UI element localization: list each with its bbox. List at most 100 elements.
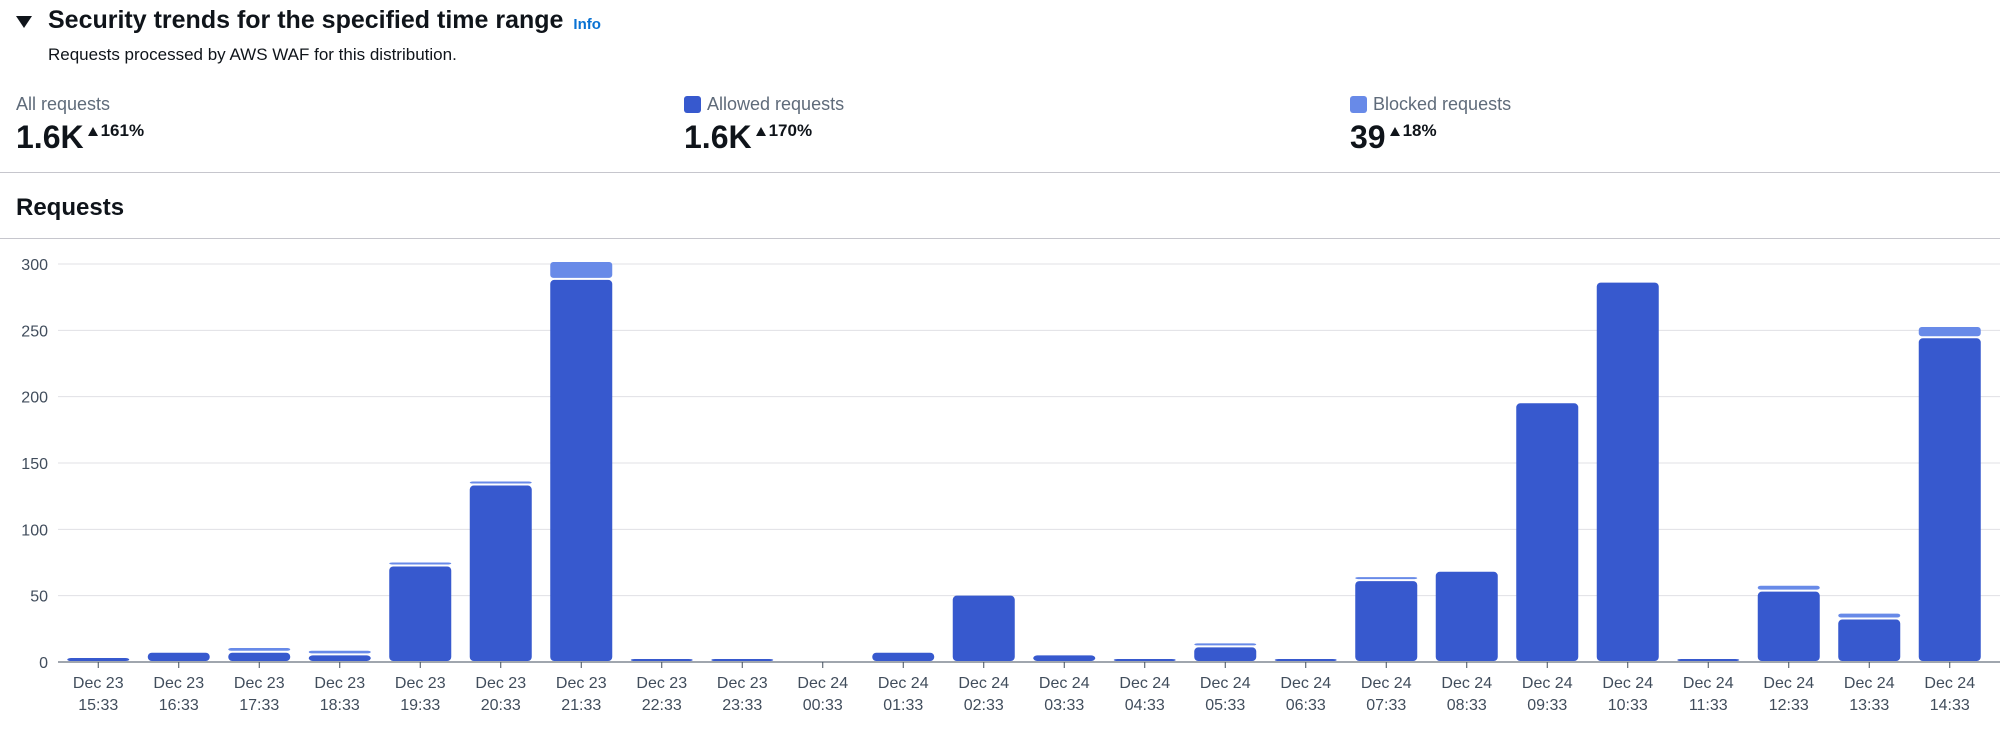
x-tick-label-date: Dec 23 [717,675,768,692]
bar-allowed [1516,403,1579,661]
bar-allowed [1838,619,1901,661]
x-tick-label-date: Dec 23 [636,675,687,692]
x-tick-label-date: Dec 24 [797,675,848,692]
info-link[interactable]: Info [573,16,601,33]
bar-allowed [872,652,935,661]
x-tick-label-date: Dec 24 [1683,675,1734,692]
metric-all-requests: All requests 1.6K 161% [16,94,144,155]
y-tick-label: 300 [21,257,48,274]
metric-delta: 170% [755,121,812,141]
metric-label: All requests [16,94,111,114]
bar-allowed [1274,659,1337,661]
x-tick-label-time: 21:33 [561,697,601,714]
y-tick-label: 200 [21,390,48,407]
x-tick-label-date: Dec 24 [878,675,929,692]
x-tick-label-time: 17:33 [239,697,279,714]
metric-label: Blocked requests [1373,94,1512,114]
y-tick-label: 250 [21,323,48,340]
metric-value: 1.6K [16,119,84,155]
bar-blocked [469,481,532,484]
x-tick-label-time: 10:33 [1608,697,1648,714]
x-tick-label-date: Dec 24 [1361,675,1412,692]
x-tick-label-date: Dec 24 [958,675,1009,692]
x-tick-label-time: 03:33 [1044,697,1084,714]
x-tick-label-time: 08:33 [1447,697,1487,714]
x-tick-label-time: 11:33 [1689,697,1728,714]
x-tick-label-date: Dec 23 [475,675,526,692]
section-heading: Security trends for the specified time r… [48,6,564,34]
bar-allowed [308,655,371,661]
x-tick-label-date: Dec 23 [314,675,365,692]
x-tick-label-date: Dec 23 [556,675,607,692]
x-tick-label-time: 09:33 [1527,697,1567,714]
bar-allowed [1435,571,1498,661]
bar-allowed [228,652,291,661]
metric-delta: 18% [1389,121,1437,141]
bar-allowed [1918,338,1981,661]
x-tick-label-date: Dec 24 [1844,675,1895,692]
bar-allowed [1677,659,1740,661]
x-tick-label-date: Dec 23 [395,675,446,692]
bar-blocked [1757,585,1820,590]
x-tick-label-time: 14:33 [1930,697,1970,714]
bar-allowed [1113,659,1176,661]
x-tick-label-date: Dec 24 [1119,675,1170,692]
x-tick-label-time: 07:33 [1366,697,1406,714]
divider [0,238,2000,239]
allowed-legend-swatch [684,96,701,113]
metric-allowed-requests: Allowed requests 1.6K 170% [684,94,844,155]
x-tick-label-time: 06:33 [1286,697,1326,714]
x-tick-label-time: 01:33 [883,697,923,714]
bar-blocked [308,650,371,654]
x-tick-label-date: Dec 24 [1763,675,1814,692]
bar-allowed [67,658,130,661]
x-tick-label-date: Dec 24 [1200,675,1251,692]
y-tick-label: 50 [30,589,48,606]
x-tick-label-time: 15:33 [78,697,118,714]
x-tick-label-time: 23:33 [722,697,762,714]
bar-blocked [389,562,452,565]
x-tick-label-time: 19:33 [400,697,440,714]
bar-blocked [550,262,613,278]
bar-blocked [1194,643,1257,646]
requests-bar-chart: 0 50 100 150 200 250 300 Dec 23 15:33 Dec 23 16:33… [21,257,2000,714]
x-tick-label-date: Dec 24 [1280,675,1331,692]
section-description: Requests processed by AWS WAF for this d… [48,45,457,64]
x-tick-label-date: Dec 24 [1924,675,1975,692]
bar-allowed [1596,282,1659,661]
x-tick-label-time: 00:33 [803,697,843,714]
x-tick-label-time: 18:33 [320,697,360,714]
x-tick-label-time: 12:33 [1769,697,1809,714]
x-tick-label-time: 02:33 [964,697,1004,714]
x-tick-label-time: 04:33 [1125,697,1165,714]
x-tick-label-date: Dec 24 [1039,675,1090,692]
metric-delta: 161% [87,121,144,141]
divider [0,172,2000,173]
increase-triangle-icon [755,126,766,136]
bar-allowed [1033,655,1096,661]
security-trends-header: Security trends for the specified time r… [16,6,601,65]
y-tick-label: 150 [21,456,48,473]
bar-allowed [550,279,613,661]
x-tick-label-date: Dec 23 [234,675,285,692]
blocked-legend-swatch [1350,96,1367,113]
bar-blocked [1838,613,1901,618]
bar-allowed [952,595,1015,661]
increase-triangle-icon [1389,126,1400,136]
metric-value: 39 [1350,119,1386,155]
metric-value: 1.6K [684,119,752,155]
y-tick-label: 100 [21,522,48,539]
bar-allowed [1194,647,1257,661]
x-tick-label-date: Dec 24 [1441,675,1492,692]
bar-allowed [711,659,774,661]
collapse-caret-icon[interactable] [16,15,32,28]
x-tick-label-date: Dec 23 [153,675,204,692]
metric-label: Allowed requests [707,94,845,114]
y-tick-label: 0 [39,655,48,672]
bar-blocked [1355,577,1418,580]
bar-allowed [1757,591,1820,661]
requests-chart-title: Requests [16,194,125,221]
bar-blocked [228,648,291,651]
bar-allowed [389,566,452,661]
x-tick-label-time: 22:33 [642,697,682,714]
